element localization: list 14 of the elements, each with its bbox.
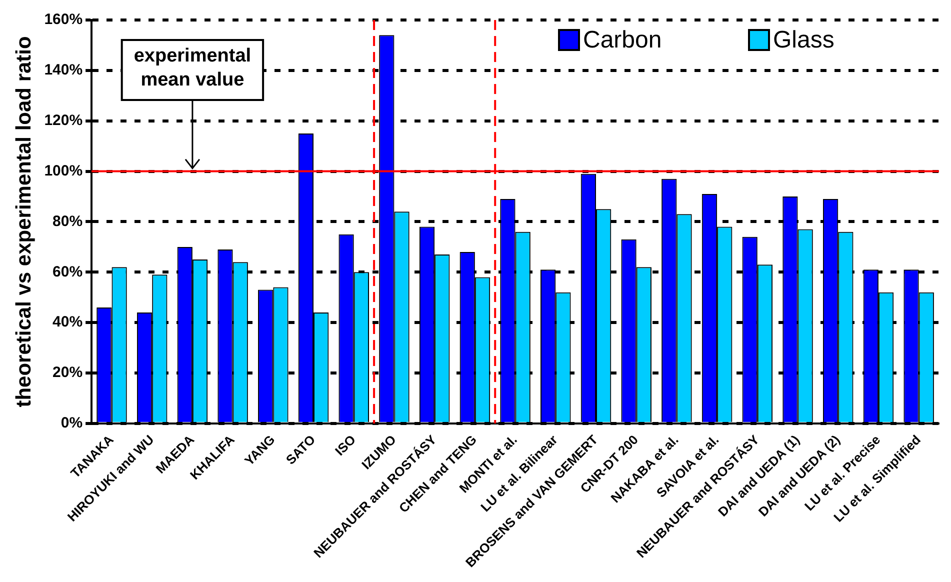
y-tick-label: 60% [52,263,83,280]
y-tick-label: 20% [52,364,83,382]
legend-label: Carbon [583,26,662,54]
y-tick-label: 80% [52,212,83,230]
x-tick-label: ISO [332,432,359,458]
y-axis-title: theoretical vs experimental load ratio [12,36,36,408]
y-tick-label: 120% [44,112,83,130]
legend-label: Glass [773,26,834,54]
y-tick-label: 40% [52,314,83,331]
y-tick-label: 140% [44,62,83,79]
annotation: experimental mean value [134,46,252,91]
y-tick-label: 100% [44,162,83,180]
y-tick-label: 160% [44,11,83,28]
y-tick-label: 0% [60,414,83,432]
